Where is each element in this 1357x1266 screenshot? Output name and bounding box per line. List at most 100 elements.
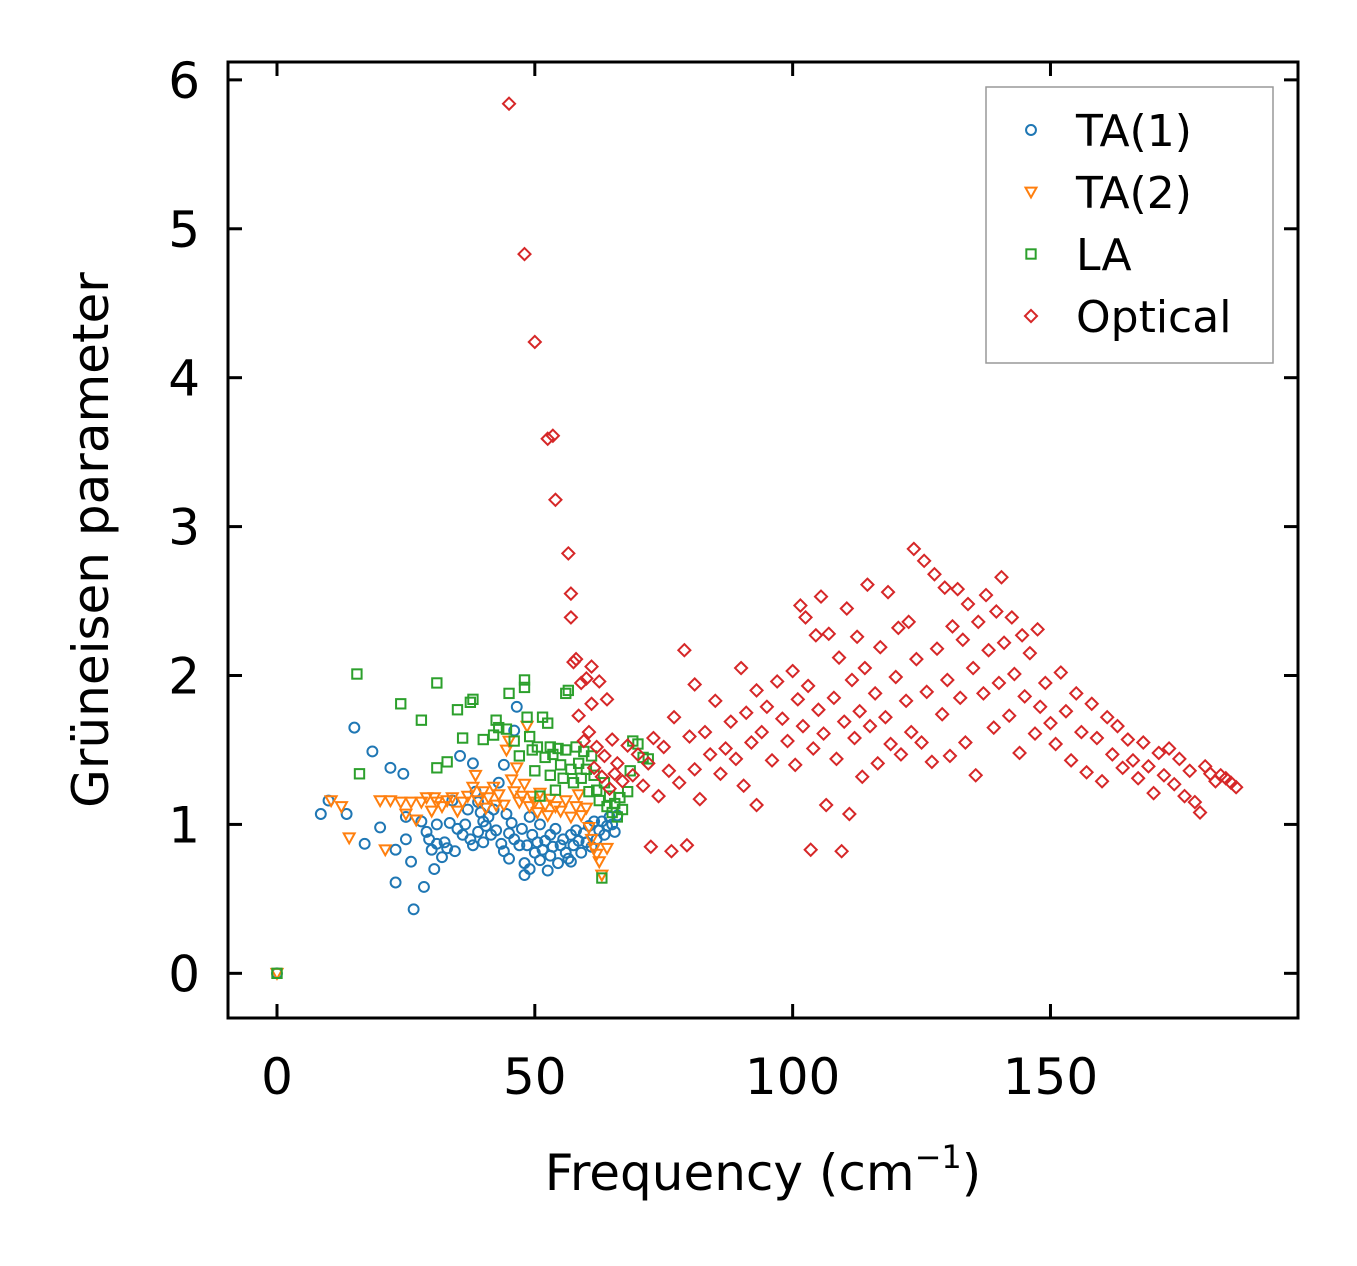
data-point: [499, 744, 514, 758]
data-point: [841, 806, 857, 822]
data-point: [540, 431, 556, 447]
data-point: [816, 726, 832, 742]
y-tick-label: 2: [168, 648, 200, 706]
legend-label: LA: [1076, 230, 1132, 281]
data-point: [1027, 726, 1043, 742]
data-point: [937, 580, 953, 596]
data-point: [430, 818, 443, 831]
data-point: [1151, 745, 1167, 761]
data-point: [787, 757, 803, 773]
data-point: [571, 708, 587, 724]
data-point: [857, 660, 873, 676]
data-point: [1014, 627, 1030, 643]
data-point: [878, 709, 893, 725]
legend-marker: [1025, 124, 1037, 136]
data-point: [542, 717, 554, 729]
data-point: [594, 769, 610, 785]
data-point: [527, 334, 543, 350]
data-point: [455, 796, 470, 810]
data-point: [460, 790, 475, 804]
data-point: [389, 843, 402, 856]
y-tick-label: 5: [168, 201, 200, 259]
data-point: [544, 741, 556, 753]
data-point: [558, 795, 573, 809]
data-point: [926, 566, 942, 582]
legend-entry: TA(2): [1023, 168, 1192, 219]
data-point: [481, 792, 496, 806]
data-point: [1192, 805, 1208, 820]
x-tick-label: 50: [503, 1048, 567, 1106]
data-point: [515, 822, 528, 835]
data-point: [517, 778, 532, 792]
data-point: [586, 760, 602, 776]
data-point: [409, 814, 424, 828]
data-point: [576, 733, 592, 749]
data-point: [351, 668, 363, 680]
data-point: [785, 663, 801, 679]
data-point: [1130, 770, 1146, 786]
data-point: [403, 796, 419, 810]
data-point: [615, 773, 630, 789]
data-point: [640, 755, 656, 771]
data-point: [893, 746, 909, 762]
data-point: [589, 848, 604, 862]
data-point: [679, 837, 695, 853]
data-point: [609, 755, 625, 771]
data-point: [621, 785, 634, 798]
data-point: [645, 730, 661, 746]
data-point: [513, 839, 526, 852]
data-point: [341, 832, 357, 846]
data-point: [445, 792, 460, 806]
data-point: [1177, 788, 1193, 804]
data-point: [441, 842, 454, 855]
data-point: [451, 704, 464, 716]
data-point: [500, 808, 513, 820]
data-point: [459, 818, 472, 831]
data-point: [1084, 696, 1100, 712]
data-point: [988, 604, 1004, 619]
legend-marker: [1025, 248, 1037, 260]
data-point: [559, 846, 572, 859]
data-point: [642, 753, 654, 765]
data-point: [405, 855, 418, 868]
data-point: [501, 96, 517, 112]
data-point: [728, 751, 744, 767]
data-point: [952, 690, 968, 706]
data-point: [424, 805, 439, 819]
data-point: [682, 729, 697, 745]
data-point: [495, 837, 508, 850]
data-point: [565, 763, 577, 775]
data-point: [1079, 764, 1095, 780]
data-point: [803, 842, 819, 858]
series-ta-2: [269, 720, 615, 981]
data-point: [529, 765, 541, 777]
data-point: [872, 639, 888, 655]
data-point: [568, 651, 584, 667]
data-point: [547, 492, 563, 508]
data-point: [774, 711, 790, 727]
data-point: [867, 685, 883, 701]
data-point: [836, 714, 852, 730]
data-point: [560, 545, 576, 561]
data-point: [505, 816, 518, 829]
data-point: [431, 677, 443, 689]
data-point: [975, 685, 991, 701]
data-point: [805, 741, 821, 756]
data-point: [517, 246, 532, 262]
data-point: [602, 781, 618, 797]
data-point: [849, 629, 865, 645]
data-point: [541, 864, 554, 877]
data-point: [813, 589, 829, 605]
data-point: [1006, 666, 1022, 682]
data-point: [466, 757, 479, 770]
data-point: [986, 720, 1002, 736]
data-point: [491, 789, 506, 803]
data-point: [800, 678, 816, 694]
data-point: [503, 687, 515, 700]
data-point: [934, 706, 950, 722]
data-point: [697, 724, 713, 740]
data-point: [534, 854, 546, 867]
data-point: [955, 632, 971, 648]
data-point: [829, 751, 844, 767]
data-point: [522, 801, 537, 815]
